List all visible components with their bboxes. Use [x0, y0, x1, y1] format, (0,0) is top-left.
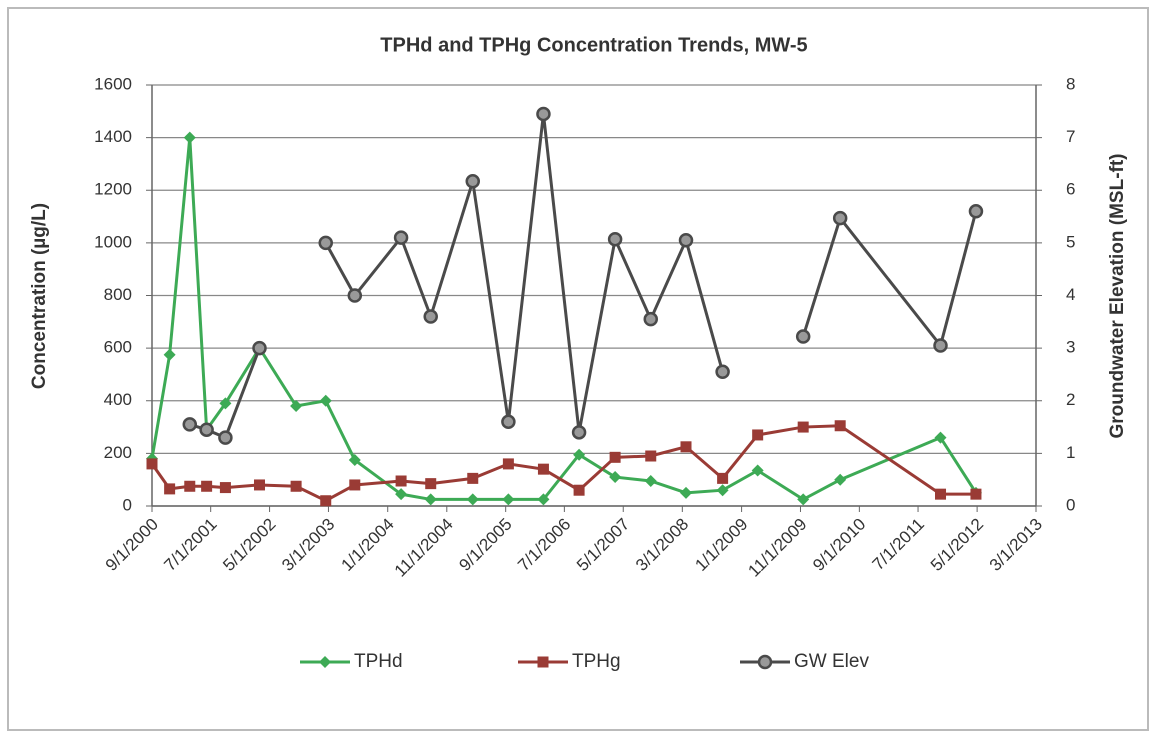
- data-point: [163, 348, 176, 361]
- data-point: [219, 482, 231, 494]
- y2-tick-label: 4: [1066, 285, 1075, 304]
- data-point: [970, 488, 982, 500]
- data-point: [935, 488, 947, 500]
- legend-label: GW Elev: [794, 651, 869, 672]
- y-tick-label: 1200: [94, 180, 132, 199]
- data-point: [716, 484, 729, 497]
- data-point: [832, 210, 848, 226]
- data-point: [834, 420, 846, 432]
- data-point: [797, 421, 809, 433]
- data-point: [502, 458, 514, 470]
- y2-tick-label: 0: [1066, 495, 1075, 514]
- data-point: [290, 400, 303, 413]
- y-axis-label: Concentration (µg/L): [29, 203, 50, 389]
- data-point: [319, 394, 332, 407]
- y-tick-label: 400: [104, 390, 132, 409]
- data-point: [182, 417, 198, 432]
- data-point: [395, 475, 407, 487]
- y2-axis-label: Groundwater Elevation (MSL-ft): [1107, 154, 1128, 439]
- data-point: [425, 478, 437, 490]
- y-tick-label: 600: [104, 338, 132, 357]
- data-point: [424, 493, 437, 506]
- data-point: [573, 448, 586, 461]
- data-point: [502, 493, 515, 506]
- data-point: [797, 493, 810, 506]
- legend-label: TPHd: [354, 651, 403, 672]
- y2-tick-label: 3: [1066, 338, 1075, 357]
- data-point: [934, 431, 947, 444]
- data-point: [537, 493, 550, 506]
- data-point: [680, 486, 693, 499]
- y2-tick-label: 5: [1066, 232, 1075, 251]
- data-point: [164, 483, 176, 495]
- data-point: [467, 472, 479, 484]
- chart-title: TPHd and TPHg Concentration Trends, MW-5: [380, 34, 807, 56]
- legend-label: TPHg: [572, 651, 621, 672]
- data-point: [253, 479, 265, 491]
- data-point: [644, 475, 657, 488]
- y2-tick-label: 2: [1066, 390, 1075, 409]
- series-line: [189, 113, 978, 440]
- data-point: [715, 364, 730, 380]
- data-point: [537, 463, 549, 475]
- y-tick-label: 200: [104, 443, 132, 462]
- data-point: [466, 493, 479, 506]
- data-point: [501, 414, 516, 430]
- data-point: [933, 338, 948, 353]
- data-point: [573, 484, 585, 496]
- data-point: [609, 451, 621, 463]
- data-point: [199, 422, 214, 437]
- y2-tick-label: 1: [1066, 443, 1075, 462]
- data-point: [536, 106, 551, 122]
- data-point: [968, 204, 984, 219]
- series-line: [150, 137, 978, 502]
- data-point: [290, 480, 302, 492]
- chart-frame: [7, 7, 1149, 731]
- data-point: [834, 473, 847, 486]
- data-point: [571, 425, 587, 440]
- data-point: [395, 488, 408, 501]
- data-point: [795, 329, 811, 344]
- data-point: [607, 231, 623, 247]
- data-point: [423, 309, 438, 324]
- data-point: [348, 453, 361, 466]
- y-tick-label: 1000: [94, 232, 132, 251]
- legend-marker: [757, 654, 773, 670]
- data-point: [465, 174, 481, 189]
- data-point: [183, 131, 196, 144]
- y-tick-label: 0: [123, 495, 132, 514]
- data-point: [609, 471, 622, 484]
- y-tick-label: 1400: [94, 127, 132, 146]
- data-point: [680, 441, 692, 453]
- data-point: [252, 340, 267, 356]
- y2-tick-label: 8: [1066, 74, 1075, 93]
- data-point: [320, 495, 332, 507]
- data-point: [349, 479, 361, 491]
- data-point: [184, 480, 196, 492]
- data-point: [347, 288, 363, 303]
- data-point: [146, 458, 158, 470]
- data-point: [393, 230, 409, 245]
- data-point: [645, 450, 657, 462]
- data-point: [751, 464, 764, 477]
- y2-tick-label: 6: [1066, 180, 1075, 199]
- data-point: [752, 429, 764, 441]
- data-point: [201, 480, 213, 492]
- data-point: [318, 235, 333, 251]
- legend-marker: [537, 656, 549, 668]
- data-point: [643, 311, 659, 327]
- data-point: [717, 472, 729, 484]
- y-tick-label: 800: [104, 285, 132, 304]
- data-point: [678, 232, 694, 248]
- y2-tick-label: 7: [1066, 127, 1075, 146]
- legend-marker: [319, 656, 331, 668]
- data-point: [219, 397, 232, 410]
- data-point: [218, 430, 233, 445]
- y-tick-label: 1600: [94, 74, 132, 93]
